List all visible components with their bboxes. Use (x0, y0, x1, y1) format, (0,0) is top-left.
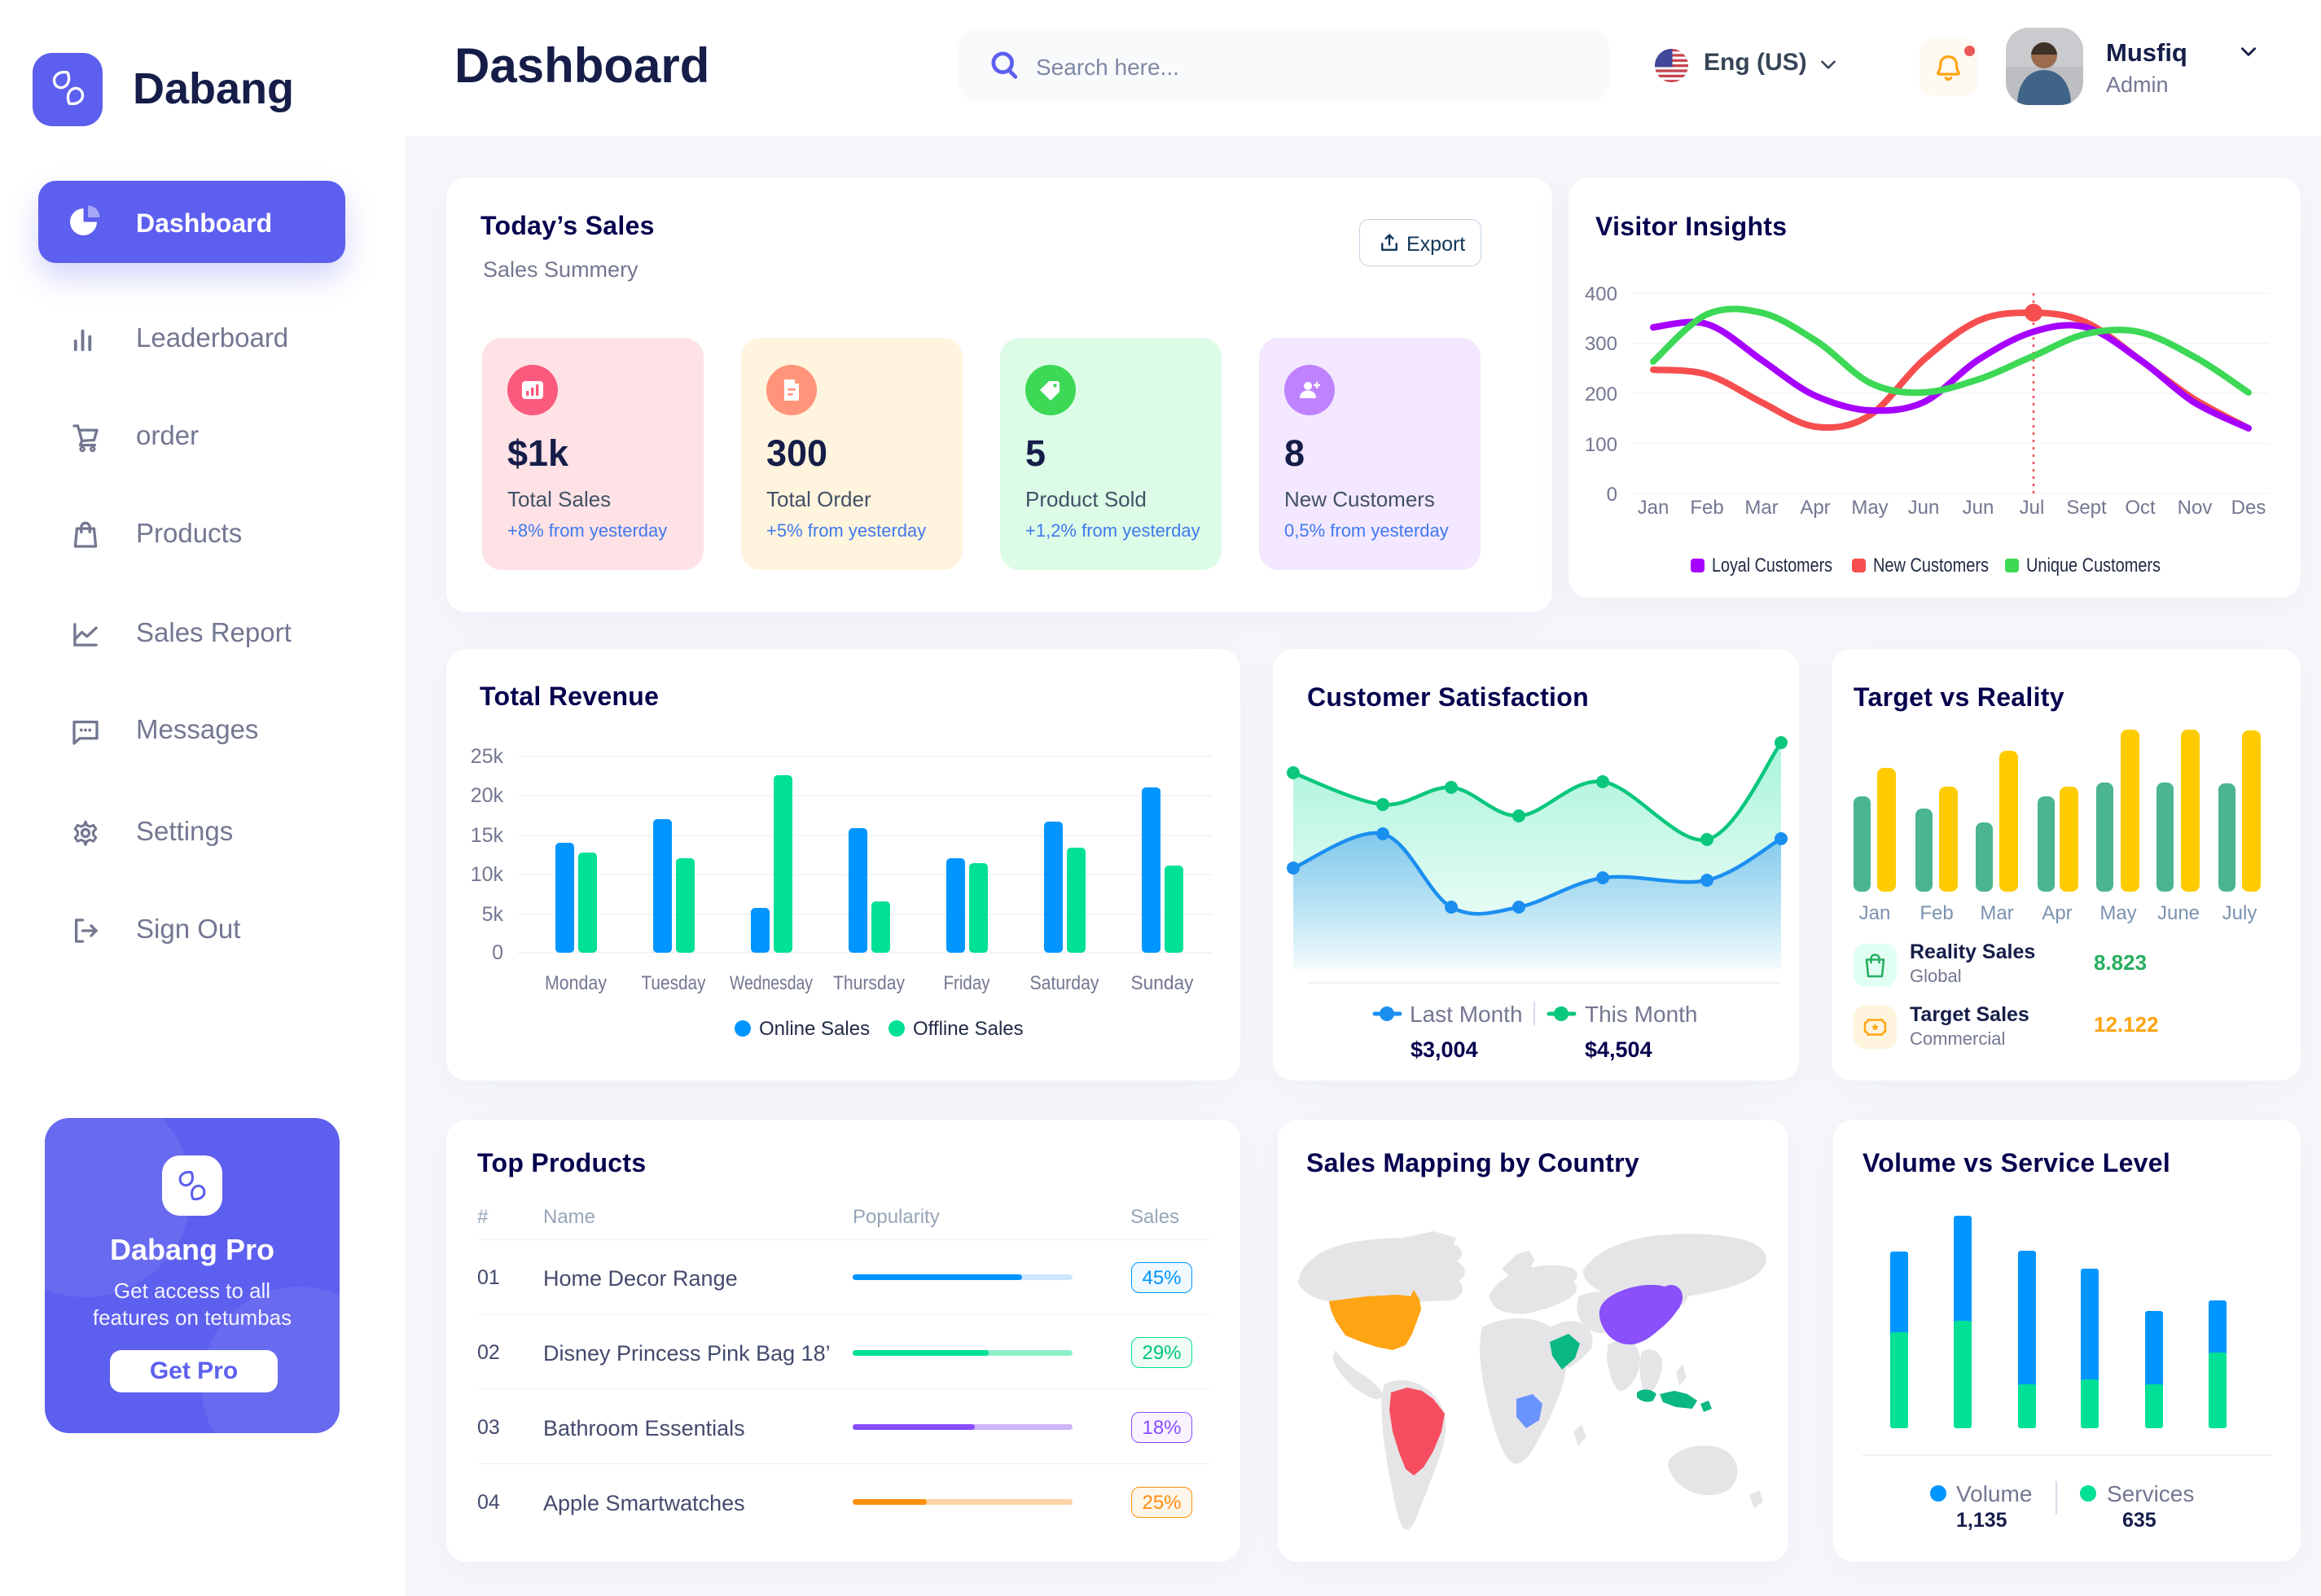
svg-text:200: 200 (1585, 384, 1617, 406)
svg-text:Des: Des (2231, 497, 2266, 519)
svg-text:Tuesday: Tuesday (642, 972, 706, 994)
svg-text:12.122: 12.122 (2094, 1012, 2159, 1037)
svg-text:Services: Services (2107, 1481, 2194, 1506)
svg-text:Feb: Feb (1690, 497, 1723, 519)
svg-text:$4,504: $4,504 (1585, 1037, 1652, 1062)
svg-text:5k: 5k (482, 903, 504, 926)
svg-text:Jun: Jun (1963, 497, 1994, 519)
svg-text:June: June (2157, 902, 2200, 924)
svg-text:Oct: Oct (2125, 497, 2156, 519)
svg-text:Loyal Customers: Loyal Customers (1712, 555, 1832, 577)
svg-text:400: 400 (1585, 283, 1617, 305)
svg-text:25k: 25k (471, 745, 504, 768)
svg-text:Reality Sales: Reality Sales (1910, 940, 2035, 963)
svg-text:Mar: Mar (1744, 497, 1778, 519)
svg-text:8.823: 8.823 (2094, 950, 2147, 975)
svg-text:Wednesday: Wednesday (730, 972, 813, 994)
svg-text:May: May (1851, 497, 1888, 519)
svg-text:Nov: Nov (2178, 497, 2213, 519)
svg-text:0: 0 (492, 941, 503, 964)
svg-text:Jan: Jan (1638, 497, 1669, 519)
svg-text:Apr: Apr (2042, 902, 2072, 924)
svg-text:10k: 10k (471, 863, 504, 886)
svg-text:Jun: Jun (1908, 497, 1940, 519)
svg-text:Monday: Monday (545, 972, 607, 994)
svg-text:100: 100 (1585, 434, 1617, 456)
svg-text:Jul: Jul (2020, 497, 2045, 519)
svg-text:Feb: Feb (1920, 902, 1953, 924)
svg-text:Last Month: Last Month (1410, 1002, 1523, 1027)
svg-text:May: May (2099, 902, 2136, 924)
svg-text:Mar: Mar (1980, 902, 2013, 924)
svg-text:This Month: This Month (1585, 1002, 1698, 1027)
svg-text:Thursday: Thursday (833, 972, 905, 994)
svg-text:1,135: 1,135 (1956, 1509, 2007, 1532)
svg-text:Offline Sales: Offline Sales (913, 1018, 1024, 1040)
svg-text:Commercial: Commercial (1910, 1028, 2005, 1049)
svg-text:20k: 20k (471, 784, 504, 807)
svg-text:Target Sales: Target Sales (1910, 1003, 2029, 1026)
svg-text:15k: 15k (471, 824, 504, 847)
svg-text:July: July (2222, 902, 2257, 924)
svg-text:Global: Global (1910, 966, 1962, 986)
svg-text:New Customers: New Customers (1873, 555, 1989, 577)
svg-text:0: 0 (1607, 484, 1617, 506)
svg-text:Jan: Jan (1859, 902, 1891, 924)
svg-text:Sunday: Sunday (1131, 972, 1194, 994)
svg-text:Sept: Sept (2066, 497, 2107, 519)
svg-text:300: 300 (1585, 333, 1617, 355)
svg-text:Friday: Friday (944, 972, 990, 994)
svg-text:Online Sales: Online Sales (759, 1018, 870, 1040)
svg-text:635: 635 (2122, 1509, 2156, 1532)
svg-text:Volume: Volume (1956, 1481, 2032, 1506)
svg-text:Unique Customers: Unique Customers (2026, 555, 2161, 577)
svg-text:Saturday: Saturday (1030, 972, 1099, 994)
svg-text:Apr: Apr (1800, 497, 1830, 519)
svg-text:$3,004: $3,004 (1411, 1037, 1478, 1062)
